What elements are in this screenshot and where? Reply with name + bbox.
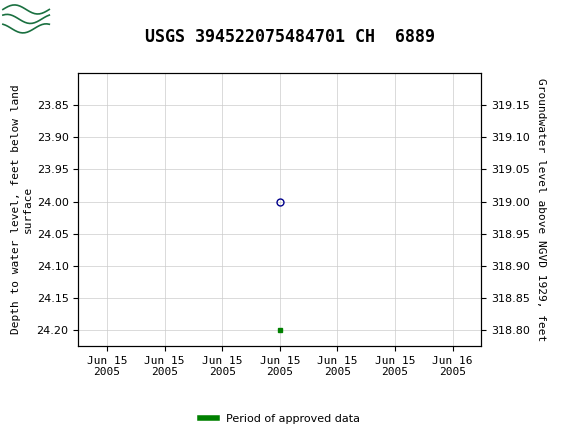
Text: USGS: USGS xyxy=(55,9,119,29)
Y-axis label: Depth to water level, feet below land
surface: Depth to water level, feet below land su… xyxy=(11,85,32,335)
Text: USGS 394522075484701 CH  6889: USGS 394522075484701 CH 6889 xyxy=(145,28,435,46)
Legend: Period of approved data: Period of approved data xyxy=(195,409,364,428)
Y-axis label: Groundwater level above NGVD 1929, feet: Groundwater level above NGVD 1929, feet xyxy=(535,78,546,341)
Bar xyxy=(3,2,49,36)
